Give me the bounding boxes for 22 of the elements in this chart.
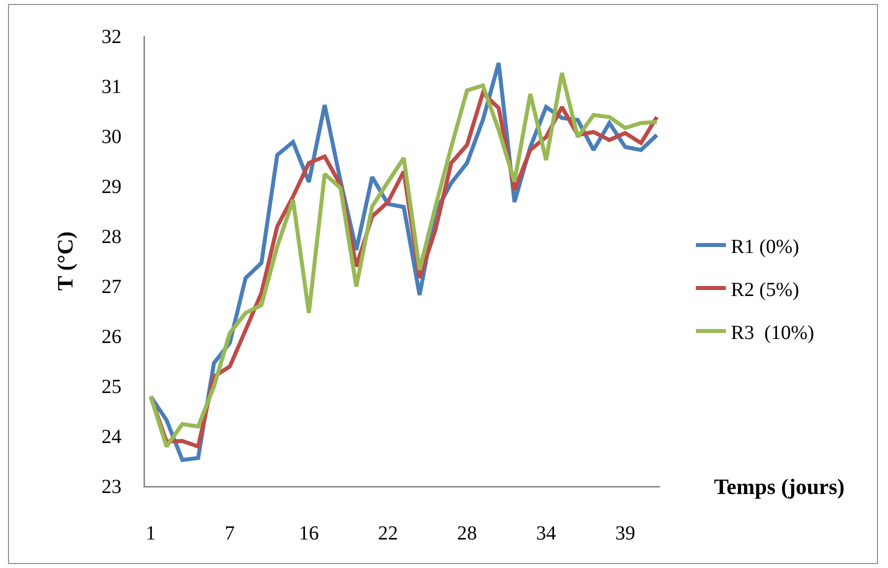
y-tick-label: 24 <box>102 426 122 448</box>
y-tick-label: 26 <box>102 326 122 348</box>
legend-label: R3 (10%) <box>730 322 814 344</box>
y-tick-label: 30 <box>102 126 122 148</box>
y-axis-title: T (°C) <box>52 231 78 291</box>
y-tick-label: 25 <box>102 376 122 398</box>
y-tick-label: 31 <box>102 76 122 98</box>
y-tick-label: 29 <box>102 176 122 198</box>
y-tick-label: 28 <box>102 226 122 248</box>
x-tick-label: 7 <box>224 522 235 544</box>
x-tick-label: 34 <box>536 522 556 544</box>
x-tick-label: 16 <box>298 522 319 544</box>
y-tick-label: 23 <box>102 476 122 498</box>
y-tick-label: 32 <box>102 26 122 48</box>
y-tick-label: 27 <box>102 276 122 298</box>
x-tick-label: 39 <box>615 522 636 544</box>
x-axis-title: Temps (jours) <box>714 474 845 499</box>
x-tick-label: 1 <box>146 522 156 544</box>
legend-label: R1 (0%) <box>730 236 800 258</box>
x-tick-label: 22 <box>378 522 398 544</box>
legend-label: R2 (5%) <box>730 278 800 301</box>
x-tick-label: 28 <box>457 522 478 544</box>
